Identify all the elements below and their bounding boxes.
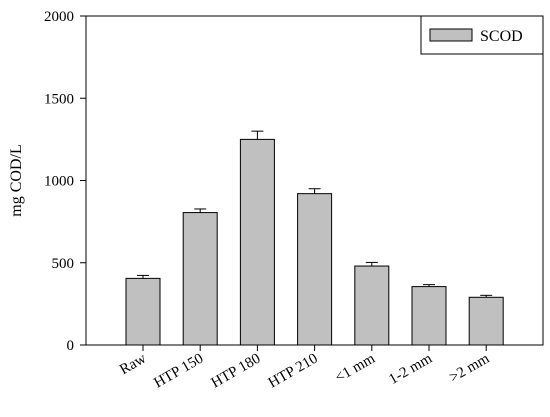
legend-swatch: [429, 28, 473, 42]
axes-layer: [80, 15, 544, 351]
x-tick-label: HTP 150: [151, 351, 206, 392]
bar: [468, 296, 504, 346]
bar: [182, 212, 218, 346]
y-tick-label: 0: [67, 338, 75, 354]
y-tick-label: 2000: [44, 9, 74, 25]
bar: [354, 265, 390, 346]
legend-label: SCOD: [480, 28, 523, 45]
bar: [239, 138, 275, 346]
bar: [411, 286, 447, 346]
y-tick-label: 500: [52, 256, 75, 272]
x-tick-label: <1 mm: [333, 350, 379, 386]
x-tick-label: HTP 180: [209, 351, 264, 392]
x-tick-label: HTP 210: [266, 351, 321, 392]
legend: SCOD: [420, 15, 544, 55]
x-tick-label: 1-2 mm: [386, 350, 435, 388]
bar: [125, 277, 161, 346]
bars-layer: [125, 130, 504, 346]
y-tick-label: 1000: [44, 174, 74, 190]
bar: [297, 193, 333, 346]
x-tick-label: Raw: [117, 351, 149, 379]
x-tick-label: >2 mm: [447, 350, 493, 386]
y-tick-label: 1500: [44, 91, 74, 107]
y-axis-title: mg COD/L: [8, 144, 25, 216]
